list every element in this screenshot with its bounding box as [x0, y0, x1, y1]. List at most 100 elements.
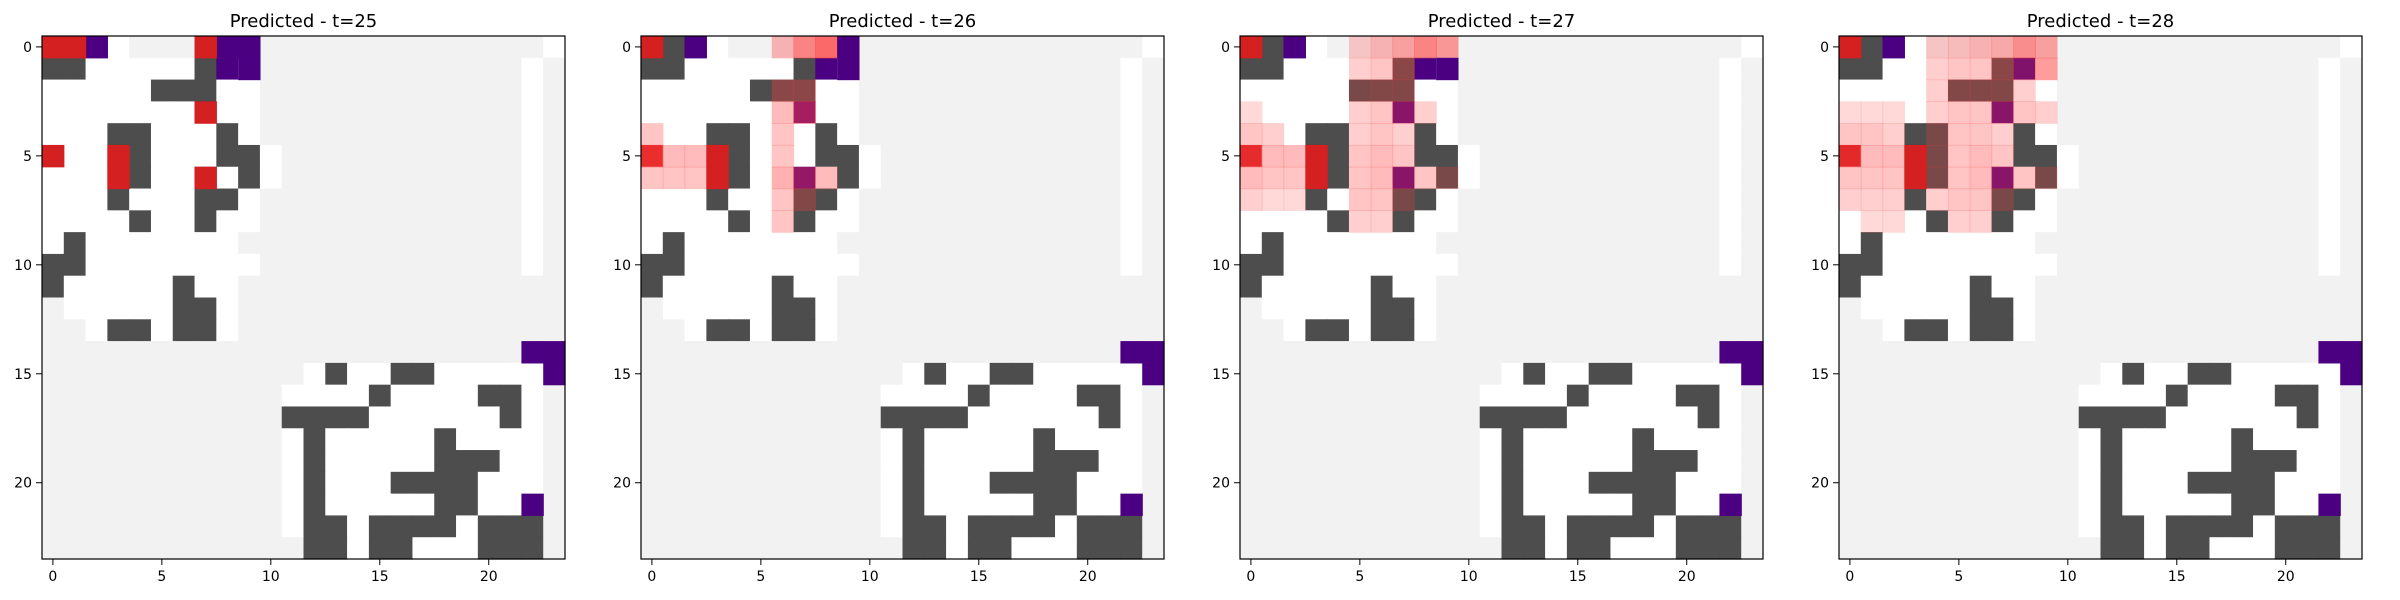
unknown-cell [641, 406, 664, 429]
wall-cell [1545, 406, 1568, 429]
free-cell [815, 319, 838, 342]
unknown-cell [2209, 36, 2232, 59]
unknown-cell [1436, 232, 1459, 255]
unknown-cell [880, 57, 904, 81]
unknown-cell [1545, 36, 1568, 59]
unknown-cell [1654, 57, 1677, 81]
unknown-cell [2100, 144, 2123, 168]
free-cell [1523, 450, 1546, 473]
unknown-cell [1860, 450, 1884, 473]
wall-cell [129, 144, 152, 168]
unknown-cell [967, 36, 991, 59]
prediction-cell [662, 144, 686, 168]
unknown-cell [2340, 406, 2363, 429]
unknown-cell [2318, 188, 2341, 211]
unknown-cell [924, 144, 947, 168]
prediction-cell [1839, 144, 1862, 168]
free-cell [1904, 253, 1927, 277]
unknown-cell [1305, 515, 1328, 538]
unknown-cell [477, 123, 501, 146]
unknown-cell [1076, 341, 1100, 364]
free-cell [1055, 406, 1078, 429]
unknown-cell [1055, 188, 1078, 211]
unknown-cell [1969, 36, 1993, 59]
unknown-cell [1098, 341, 1122, 364]
unknown-cell [989, 57, 1013, 81]
unknown-cell [1305, 406, 1328, 429]
free-cell [706, 275, 729, 299]
unknown-cell [2231, 123, 2254, 146]
unknown-cell [2165, 253, 2189, 277]
unknown-cell [662, 319, 686, 342]
unknown-cell [1610, 253, 1633, 277]
prediction-cell [1370, 101, 1394, 124]
prediction-cell [1240, 123, 1263, 146]
unknown-cell [1675, 57, 1699, 81]
unknown-cell [2253, 210, 2276, 233]
unknown-cell [347, 319, 370, 342]
unknown-cell [924, 166, 947, 190]
free-cell [946, 362, 969, 386]
unknown-cell [989, 275, 1013, 299]
wall-cell [1991, 79, 2014, 102]
unknown-cell [1719, 362, 1742, 386]
unknown-cell [2187, 210, 2211, 233]
unknown-cell [347, 275, 370, 299]
unknown-cell [1055, 253, 1078, 277]
unknown-cell [2231, 57, 2254, 81]
unknown-cell [2144, 57, 2167, 81]
prediction-cell [1370, 144, 1394, 168]
wall-cell [521, 515, 544, 538]
free-cell [1566, 428, 1590, 451]
unknown-cell [1142, 166, 1165, 190]
free-cell [771, 166, 795, 190]
unknown-cell [2318, 166, 2341, 190]
unknown-cell [259, 101, 283, 124]
agent-cell [1839, 144, 1862, 168]
free-cell [1305, 210, 1328, 233]
wall-cell [771, 275, 795, 299]
unknown-cell [107, 471, 130, 495]
unknown-cell [2035, 406, 2058, 429]
unknown-cell [85, 428, 108, 451]
unknown-cell [1348, 428, 1372, 451]
wall-cell [172, 79, 196, 102]
unknown-cell [1348, 384, 1372, 408]
unknown-cell [1654, 253, 1677, 277]
free-cell [684, 79, 707, 102]
unknown-cell [2340, 384, 2363, 408]
free-cell [172, 57, 196, 81]
prediction-cell [1969, 188, 1993, 211]
free-cell [1240, 166, 1263, 190]
unknown-cell [2100, 232, 2123, 255]
unknown-cell [129, 493, 152, 517]
unknown-cell [2100, 166, 2123, 190]
prediction-cell [771, 144, 795, 168]
unknown-cell [2274, 101, 2298, 124]
unknown-cell [1370, 36, 1394, 59]
free-cell [216, 101, 239, 124]
goal-cell [793, 166, 816, 190]
wall-cell [129, 210, 152, 233]
unknown-cell [543, 123, 566, 146]
free-cell [858, 144, 882, 168]
unknown-cell [880, 537, 904, 560]
unknown-cell [390, 123, 414, 146]
goal-cell [85, 36, 108, 59]
unknown-cell [2078, 341, 2102, 364]
free-cell [1436, 79, 1459, 102]
unknown-cell [1719, 36, 1742, 59]
wall-cell [1098, 515, 1122, 538]
wall-cell [1120, 537, 1143, 560]
free-cell [1882, 210, 1905, 233]
unknown-cell [499, 36, 523, 59]
unknown-cell [456, 57, 479, 81]
unknown-cell [662, 384, 686, 408]
unknown-cell [946, 144, 969, 168]
prediction-cell [1882, 166, 1905, 190]
free-cell [1947, 188, 1971, 211]
unknown-cell [63, 319, 87, 342]
free-cell [728, 232, 751, 255]
free-cell [216, 210, 239, 233]
free-cell [706, 79, 729, 102]
